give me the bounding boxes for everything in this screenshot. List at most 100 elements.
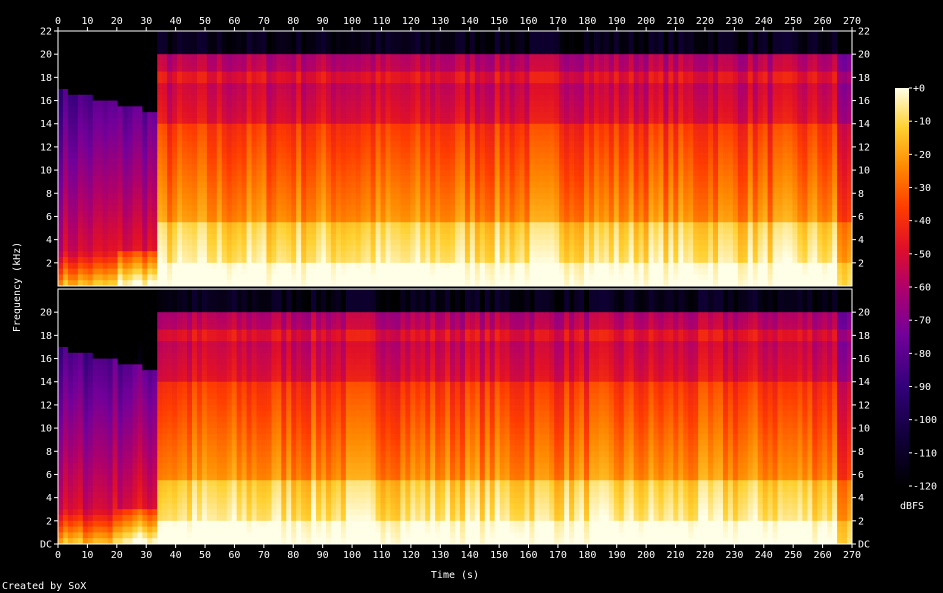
left-channel-cell [157,129,163,136]
left-channel-cell [340,36,347,44]
left-channel-cell [67,42,74,49]
left-channel-cell [306,31,312,38]
left-channel-cell [321,193,327,200]
left-channel-cell [127,251,133,258]
left-channel-cell [598,193,605,200]
left-channel-cell [405,181,411,188]
left-channel-cell [569,245,575,252]
left-channel-cell [102,216,109,223]
left-channel-cell [112,31,119,38]
left-channel-cell [440,135,446,142]
left-channel-cell [172,100,178,107]
left-channel-cell [137,170,143,177]
left-channel-cell [529,48,535,55]
left-channel-cell [271,36,277,44]
left-channel-cell [489,42,496,49]
left-channel-cell [330,141,337,148]
left-channel-cell [509,222,516,229]
left-channel-cell [484,199,491,206]
left-channel-cell [162,123,168,131]
left-channel-cell [539,146,545,154]
left-channel-cell [162,88,168,96]
left-channel-cell [554,216,560,223]
left-channel-cell [405,123,411,131]
left-channel-cell [167,233,173,241]
left-channel-cell [608,152,615,159]
left-channel-cell [559,71,565,78]
left-channel-cell [588,187,595,194]
left-channel-cell [499,245,506,252]
left-channel-cell [445,199,451,206]
left-channel-cell [187,251,193,258]
left-channel-cell [395,268,401,275]
left-channel-cell [127,123,133,131]
left-channel-cell [435,152,441,159]
left-channel-cell [385,152,391,159]
left-channel-cell [167,106,173,113]
left-channel-cell [58,239,64,246]
left-channel-cell [58,112,64,119]
left-channel-cell [579,262,585,270]
left-channel-cell [77,280,84,287]
left-channel-cell [534,199,540,206]
left-channel-cell [92,268,99,275]
left-channel-cell [132,36,138,44]
left-channel-cell [464,170,471,177]
left-channel-cell [107,146,114,154]
left-channel-cell [251,123,257,131]
left-channel-cell [122,65,128,73]
left-channel-cell [519,112,525,119]
left-channel-cell [266,164,272,171]
left-channel-cell [172,141,178,148]
left-channel-cell [375,112,382,119]
left-channel-cell [256,129,262,136]
left-channel-cell [231,117,238,125]
left-channel-cell [608,204,615,212]
left-channel-cell [221,65,228,73]
left-channel-cell [509,170,516,177]
left-channel-cell [92,146,99,154]
left-channel-cell [534,222,540,229]
left-channel-cell [603,280,610,287]
left-channel-cell [256,54,262,61]
left-channel-cell [226,199,233,206]
left-channel-cell [321,65,327,73]
left-channel-cell [474,268,481,275]
left-channel-cell [291,251,297,258]
left-channel-cell [579,193,585,200]
left-channel-cell [147,112,153,119]
left-channel-cell [440,216,446,223]
left-channel-cell [613,100,620,107]
left-channel-cell [395,31,401,38]
left-channel-cell [276,280,282,287]
left-channel-cell [559,42,565,49]
left-channel-cell [107,135,114,142]
left-channel-cell [335,100,342,107]
left-channel-cell [479,59,486,67]
left-channel-cell [162,129,168,136]
left-channel-cell [271,228,277,235]
left-channel-cell [82,199,89,206]
left-channel-cell [330,245,337,252]
left-channel-cell [584,280,590,287]
left-channel-cell [405,222,411,229]
left-channel-cell [415,42,421,49]
left-channel-cell [584,274,590,281]
left-channel-cell [256,31,262,38]
left-channel-cell [544,257,550,264]
left-channel-cell [579,65,585,73]
left-channel-cell [395,187,401,194]
left-channel-cell [291,146,297,154]
left-channel-cell [559,181,565,188]
left-channel-cell [370,158,377,165]
left-channel-cell [539,181,545,188]
left-channel-cell [162,204,168,212]
left-channel-cell [231,59,238,67]
left-channel-cell [137,135,143,142]
left-channel-cell [221,77,228,84]
left-channel-cell [316,164,322,171]
left-channel-cell [226,141,233,148]
left-channel-cell [450,141,456,148]
left-channel-cell [191,251,198,258]
left-channel-cell [608,181,615,188]
